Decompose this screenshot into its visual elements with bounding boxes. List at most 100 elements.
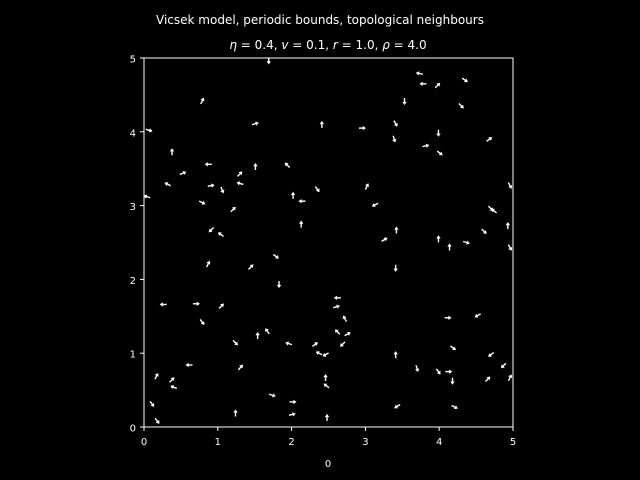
velocity-arrow: [491, 208, 498, 214]
plot-area: 0 1 2 3 4 5 0 1 2 3 4 5: [130, 55, 517, 449]
velocity-arrow: [392, 135, 397, 143]
velocity-arrow: [154, 417, 160, 424]
velocity-arrow: [272, 253, 279, 259]
velocity-arrow: [251, 121, 259, 126]
x-tick-label: 2: [288, 437, 294, 448]
x-tick-label: 0: [141, 437, 147, 448]
velocity-arrow: [220, 186, 225, 194]
velocity-arrow: [237, 364, 243, 371]
velocity-arrow: [358, 125, 366, 131]
velocity-arrow: [290, 191, 296, 199]
velocity-arrow: [289, 399, 297, 405]
velocity-arrow: [340, 341, 346, 347]
velocity-arrow: [217, 232, 224, 238]
velocity-arrow: [436, 235, 441, 243]
axes-frame: [143, 57, 514, 428]
velocity-arrow: [436, 129, 441, 137]
velocity-arrow: [447, 243, 452, 251]
velocity-arrow: [333, 295, 341, 301]
chart-title: Vicsek model, periodic bounds, topologic…: [156, 13, 484, 27]
velocity-arrow: [198, 200, 206, 205]
velocity-arrow: [436, 150, 443, 156]
velocity-arrow: [451, 404, 458, 410]
velocity-arrow: [422, 143, 430, 148]
velocity-arrow: [393, 351, 398, 359]
velocity-arrow: [145, 128, 153, 133]
velocity-arrow: [207, 183, 215, 188]
velocity-arrow: [507, 244, 513, 251]
velocity-arrow: [230, 206, 236, 213]
velocity-arrow: [458, 103, 464, 109]
velocity-arrow: [334, 329, 341, 335]
y-axis: 0 1 2 3 4 5: [130, 55, 144, 435]
velocity-arrow: [266, 57, 271, 65]
velocity-arrow: [505, 222, 511, 230]
velocity-arrow: [233, 409, 238, 417]
velocity-arrow: [434, 82, 441, 89]
velocity-arrow: [200, 97, 205, 105]
velocity-arrow: [169, 377, 175, 383]
velocity-arrow: [255, 331, 260, 339]
velocity-arrow: [394, 226, 399, 234]
velocity-arrow: [507, 374, 513, 381]
velocity-arrow: [500, 362, 507, 369]
y-tick-label: 1: [130, 350, 136, 361]
y-tick-label: 2: [130, 276, 136, 287]
x-axis-label: 0: [325, 459, 331, 470]
chart-subtitle: η = 0.4, v = 0.1, r = 1.0, ρ = 4.0: [229, 38, 426, 52]
x-axis: 0 1 2 3 4 5: [141, 427, 516, 448]
velocity-arrow: [154, 372, 159, 380]
velocity-arrow: [236, 171, 243, 177]
x-tick-label: 1: [215, 437, 221, 448]
velocity-arrow: [319, 120, 325, 128]
velocity-arrow: [415, 71, 423, 76]
velocity-arrow: [315, 351, 323, 356]
velocity-arrow: [149, 400, 155, 407]
velocity-arrow: [248, 264, 254, 270]
velocity-arrow: [236, 181, 244, 186]
velocity-arrow: [204, 162, 212, 167]
velocity-arrow: [393, 264, 398, 272]
velocity-arrow: [298, 198, 306, 204]
velocity-arrow: [342, 315, 348, 322]
velocity-arrow: [285, 341, 293, 346]
velocity-arrow: [507, 182, 513, 189]
velocity-arrow: [484, 376, 491, 382]
velocity-arrow: [276, 281, 282, 289]
velocity-arrow: [192, 301, 200, 306]
velocity-arrow: [402, 98, 407, 106]
velocity-arrow: [474, 313, 481, 318]
velocity-arrow: [323, 383, 330, 389]
velocity-arrow: [206, 260, 211, 268]
velocity-arrow: [323, 374, 328, 382]
velocity-arrow: [288, 412, 296, 417]
velocity-arrow: [481, 228, 487, 234]
velocity-arrow: [324, 413, 330, 421]
y-tick-label: 3: [130, 202, 136, 213]
velocity-arrow: [218, 303, 224, 309]
velocity-arrow: [208, 226, 215, 233]
velocity-arrow: [444, 315, 452, 320]
velocity-arrow: [381, 237, 388, 242]
velocity-arrow: [179, 170, 187, 176]
velocity-arrow: [253, 162, 258, 170]
x-tick-label: 3: [362, 437, 368, 448]
velocity-arrow: [344, 331, 351, 337]
velocity-arrow: [199, 318, 205, 325]
velocity-arrow: [488, 352, 495, 357]
velocity-arrow: [450, 377, 455, 385]
velocity-arrow: [449, 345, 457, 351]
arrow-layer: [143, 57, 513, 424]
velocity-arrow: [364, 183, 369, 190]
y-tick-label: 4: [130, 128, 136, 139]
velocity-arrow: [486, 137, 493, 142]
velocity-arrow: [265, 328, 270, 335]
velocity-arrow: [415, 365, 420, 373]
velocity-arrow: [333, 304, 340, 309]
velocity-arrow: [461, 77, 468, 83]
velocity-arrow: [419, 81, 427, 87]
y-tick-label: 0: [130, 424, 136, 435]
velocity-arrow: [314, 186, 320, 193]
velocity-arrow: [170, 384, 178, 390]
